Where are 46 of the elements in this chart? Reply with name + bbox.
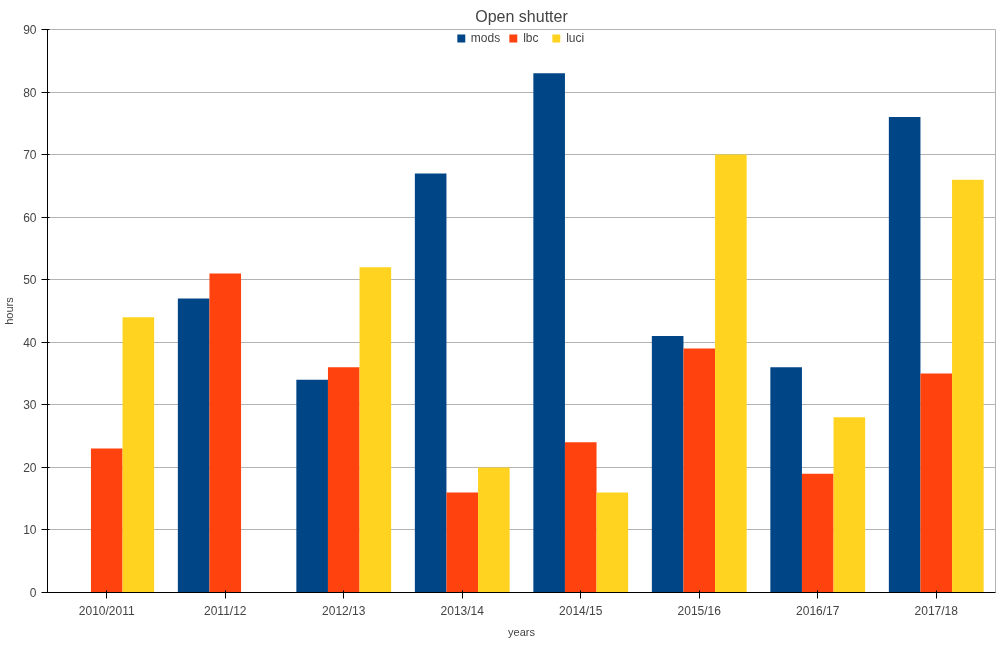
x-tick-label: 2014/15	[559, 603, 603, 618]
bar	[952, 179, 984, 593]
y-tick-label: 90	[23, 23, 37, 37]
bar	[533, 73, 565, 593]
bar	[683, 348, 716, 593]
x-tick-label: 2010/2011	[78, 603, 135, 618]
bar	[359, 267, 392, 593]
bar	[209, 273, 242, 593]
y-tick-label: 40	[23, 335, 37, 350]
y-tick-label: 60	[23, 210, 37, 225]
bar	[651, 336, 684, 593]
bar	[596, 492, 629, 593]
x-tick-label: 2012/13	[322, 603, 366, 618]
y-axis-title: hours	[3, 296, 16, 325]
x-tick-label: 2015/16	[677, 603, 722, 618]
x-tick-label: 2017/18	[914, 603, 959, 618]
bar	[177, 298, 210, 593]
y-tick-label: 10	[23, 523, 37, 538]
y-tick-label: 30	[23, 398, 37, 413]
chart-title: Open shutter	[475, 7, 569, 25]
y-tick-label: 0	[29, 586, 37, 600]
bar	[122, 317, 155, 593]
x-axis-title: years	[508, 625, 536, 638]
bar	[920, 373, 953, 593]
bar	[564, 442, 597, 593]
bar	[296, 379, 328, 593]
bar	[801, 473, 834, 593]
y-tick-label: 80	[23, 85, 37, 100]
bar	[715, 154, 747, 593]
bar	[888, 117, 921, 593]
legend-label: mods	[470, 31, 501, 45]
bar	[833, 417, 866, 593]
legend-label: lbc	[523, 31, 540, 45]
legend-label: luci	[566, 31, 586, 45]
y-tick-label: 70	[23, 148, 37, 163]
bar	[327, 367, 360, 593]
x-tick-label: 2016/17	[796, 603, 840, 618]
bar	[446, 492, 479, 593]
bar	[414, 173, 447, 593]
x-tick-label: 2013/14	[440, 603, 485, 618]
y-tick-label: 50	[23, 273, 37, 288]
y-tick-label: 20	[23, 460, 37, 475]
bar	[90, 448, 123, 593]
bar	[478, 467, 510, 593]
bar	[770, 367, 802, 593]
x-tick-label: 2011/12	[204, 603, 247, 618]
